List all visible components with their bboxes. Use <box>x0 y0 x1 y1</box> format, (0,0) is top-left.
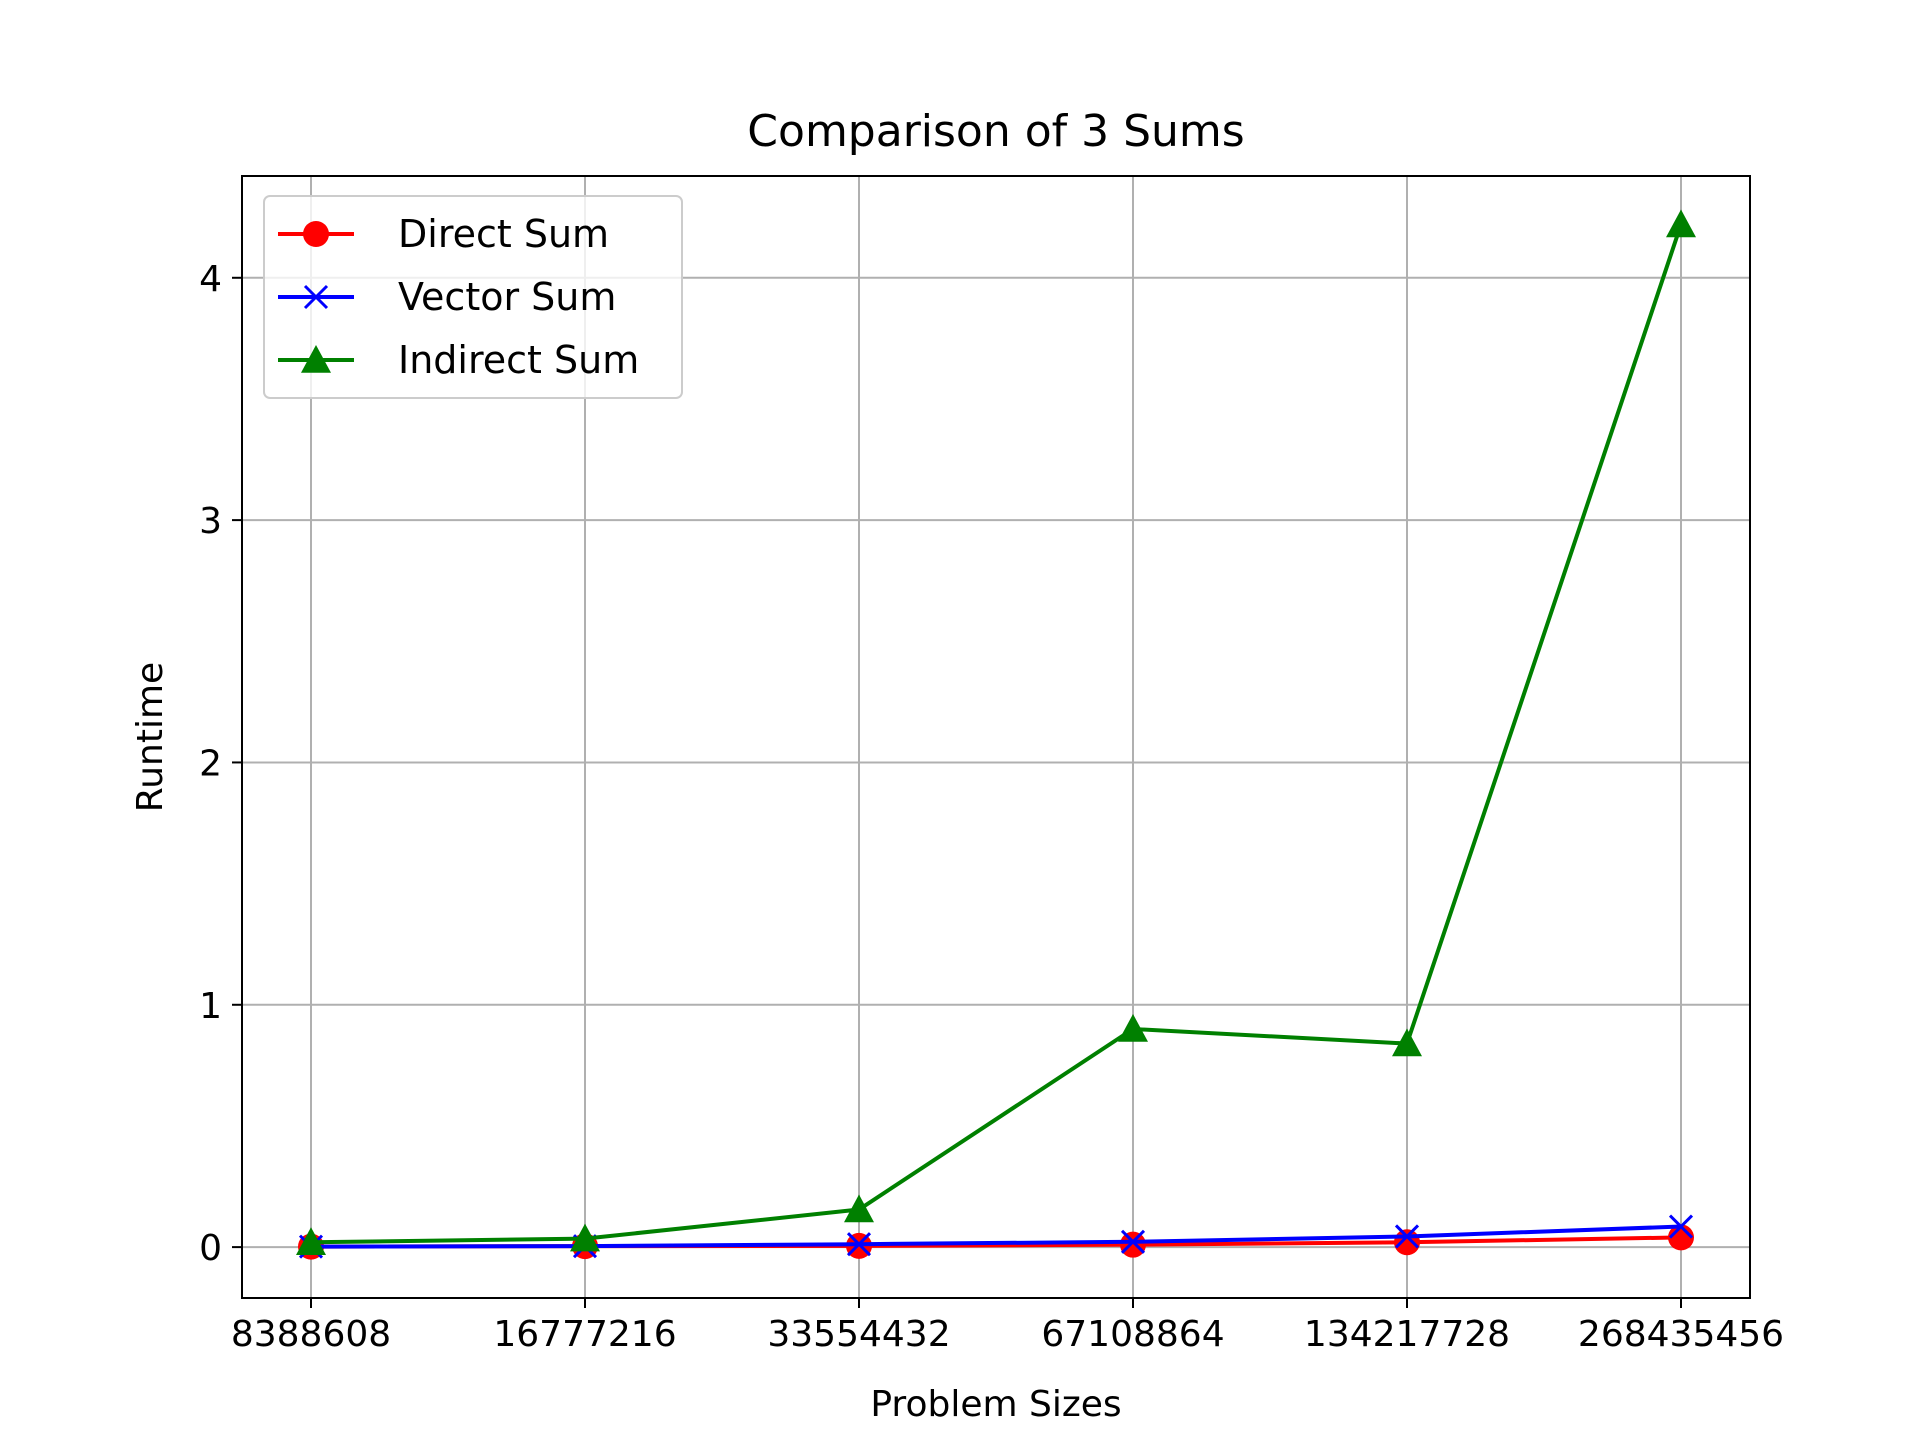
data-point <box>1118 1014 1148 1042</box>
y-tick-label: 3 <box>199 501 222 542</box>
x-tick-label: 67108864 <box>1041 1314 1224 1355</box>
legend-label: Indirect Sum <box>398 338 639 382</box>
data-point <box>1394 1224 1420 1249</box>
legend-item: Direct Sum <box>278 212 609 256</box>
legend-item: Indirect Sum <box>278 338 639 382</box>
series-vector-sum <box>298 1214 1694 1259</box>
x-tick-label: 33554432 <box>767 1314 950 1355</box>
series-line <box>310 223 1683 1245</box>
x-tick-label: 134217728 <box>1304 1314 1510 1355</box>
data-point <box>1666 209 1696 238</box>
legend-marker <box>303 221 329 247</box>
y-axis-label: Runtime <box>130 662 171 812</box>
x-tick-label: 268435456 <box>1578 1314 1784 1355</box>
data-point <box>1120 1231 1146 1258</box>
data-point <box>1392 1028 1422 1057</box>
legend-box <box>263 195 683 399</box>
y-tick-label: 1 <box>199 986 222 1027</box>
x-axis-label: Problem Sizes <box>870 1384 1121 1425</box>
series-layer <box>296 209 1696 1260</box>
y-tick-label: 0 <box>199 1228 222 1269</box>
legend-label: Vector Sum <box>398 275 616 319</box>
y-tick-label: 4 <box>199 259 222 300</box>
legend-label: Direct Sum <box>398 212 609 256</box>
legend-marker <box>303 284 329 310</box>
legend-marker <box>301 345 331 373</box>
series-indirect-sum <box>296 209 1696 1256</box>
x-tick-label: 8388608 <box>231 1314 391 1355</box>
data-point <box>846 1232 872 1257</box>
chart-title: Comparison of 3 Sums <box>747 106 1244 157</box>
legend-item: Vector Sum <box>278 275 616 319</box>
data-point <box>1120 1229 1146 1254</box>
y-tick-label: 2 <box>199 743 222 784</box>
data-point <box>296 1227 326 1256</box>
plot-frame <box>241 175 1751 1299</box>
data-point <box>1394 1229 1420 1256</box>
series-line <box>310 1224 1682 1249</box>
data-point <box>570 1223 600 1252</box>
x-tick-label: 16777216 <box>493 1314 676 1355</box>
data-point <box>1668 1214 1694 1239</box>
legend: Direct Sum Vector Sum Indirect Sum <box>263 195 683 399</box>
ticks: 8388608 16777216 33554432 67108864 134217728… <box>199 259 1784 1355</box>
data-point <box>844 1194 874 1223</box>
